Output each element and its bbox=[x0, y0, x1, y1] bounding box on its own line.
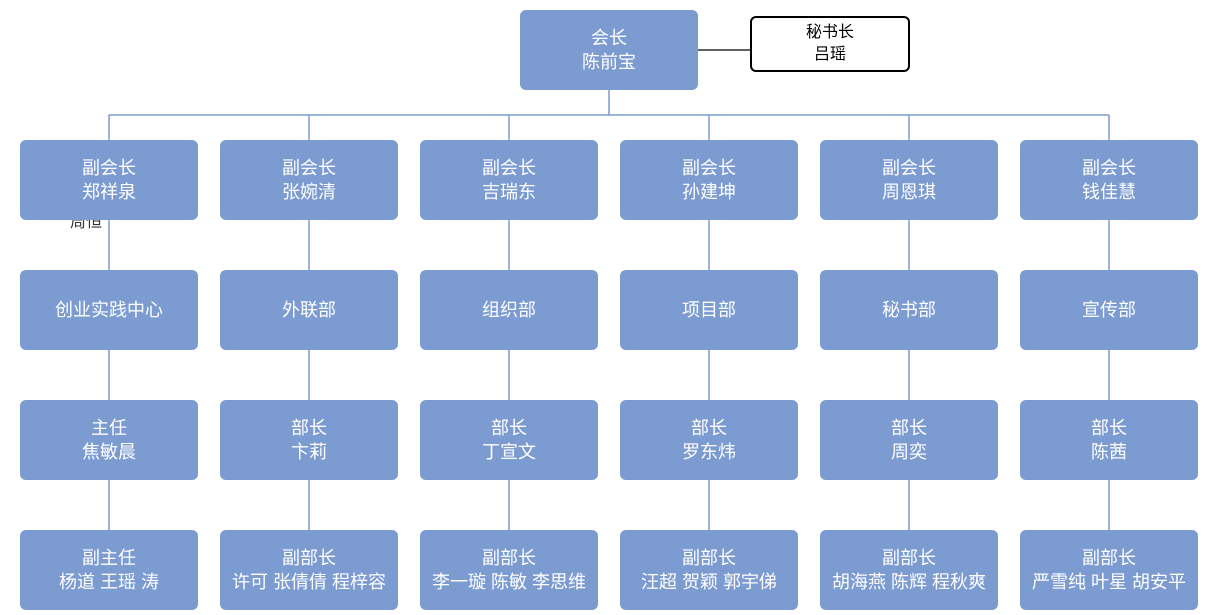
vp-title: 副会长 bbox=[82, 156, 136, 180]
deputy-node: 副部长胡海燕 陈辉 程秋爽 bbox=[820, 530, 998, 610]
head-node: 主任焦敏晨 bbox=[20, 400, 198, 480]
secretary-name: 吕瑶 bbox=[814, 44, 846, 66]
vp-title: 副会长 bbox=[482, 156, 536, 180]
head-node: 部长罗东炜 bbox=[620, 400, 798, 480]
secretary-title: 秘书长 bbox=[806, 22, 854, 44]
vp-name: 张婉清 bbox=[282, 180, 336, 204]
dept-node: 外联部 bbox=[220, 270, 398, 350]
head-name: 卞莉 bbox=[291, 440, 327, 464]
deputy-name: 汪超 贺颖 郭宇俤 bbox=[641, 570, 777, 594]
head-name: 周奕 bbox=[891, 440, 927, 464]
deputy-name: 严雪纯 叶星 胡安平 bbox=[1032, 570, 1186, 594]
vp-name: 周恩琪 bbox=[882, 180, 936, 204]
head-name: 焦敏晨 bbox=[82, 440, 136, 464]
root-title: 会长 bbox=[591, 26, 627, 50]
deputy-title: 副主任 bbox=[82, 546, 136, 570]
dept-node: 创业实践中心 bbox=[20, 270, 198, 350]
deputy-name: 杨道 王瑶 涛 bbox=[59, 570, 159, 594]
head-title: 部长 bbox=[891, 416, 927, 440]
deputy-node: 副部长汪超 贺颖 郭宇俤 bbox=[620, 530, 798, 610]
vp-node: 副会长张婉清 bbox=[220, 140, 398, 220]
head-node: 部长丁宣文 bbox=[420, 400, 598, 480]
head-title: 部长 bbox=[291, 416, 327, 440]
dept-node: 组织部 bbox=[420, 270, 598, 350]
deputy-title: 副部长 bbox=[282, 546, 336, 570]
dept-name: 秘书部 bbox=[882, 298, 936, 322]
root-name: 陈前宝 bbox=[582, 50, 636, 74]
deputy-title: 副部长 bbox=[882, 546, 936, 570]
dept-name: 组织部 bbox=[482, 298, 536, 322]
head-node: 部长周奕 bbox=[820, 400, 998, 480]
deputy-title: 副部长 bbox=[1082, 546, 1136, 570]
head-title: 主任 bbox=[91, 416, 127, 440]
head-title: 部长 bbox=[691, 416, 727, 440]
vp-node: 副会长孙建坤 bbox=[620, 140, 798, 220]
vp-name: 吉瑞东 bbox=[482, 180, 536, 204]
vp-node: 副会长钱佳慧 bbox=[1020, 140, 1198, 220]
head-node: 部长卞莉 bbox=[220, 400, 398, 480]
deputy-name: 许可 张倩倩 程梓容 bbox=[232, 570, 386, 594]
vp-node: 副会长郑祥泉 bbox=[20, 140, 198, 220]
deputy-name: 胡海燕 陈辉 程秋爽 bbox=[832, 570, 986, 594]
deputy-node: 副部长许可 张倩倩 程梓容 bbox=[220, 530, 398, 610]
root-node: 会长 陈前宝 bbox=[520, 10, 698, 90]
vp-name: 孙建坤 bbox=[682, 180, 736, 204]
deputy-title: 副部长 bbox=[682, 546, 736, 570]
dept-name: 创业实践中心 bbox=[55, 298, 163, 322]
head-name: 陈茜 bbox=[1091, 440, 1127, 464]
vp-title: 副会长 bbox=[882, 156, 936, 180]
dept-node: 宣传部 bbox=[1020, 270, 1198, 350]
vp-name: 钱佳慧 bbox=[1082, 180, 1136, 204]
head-node: 部长陈茜 bbox=[1020, 400, 1198, 480]
head-title: 部长 bbox=[1091, 416, 1127, 440]
deputy-node: 副主任杨道 王瑶 涛 bbox=[20, 530, 198, 610]
deputy-node: 副部长严雪纯 叶星 胡安平 bbox=[1020, 530, 1198, 610]
dept-name: 项目部 bbox=[682, 298, 736, 322]
vp-title: 副会长 bbox=[682, 156, 736, 180]
vp-node: 副会长吉瑞东 bbox=[420, 140, 598, 220]
deputy-title: 副部长 bbox=[482, 546, 536, 570]
vp-title: 副会长 bbox=[1082, 156, 1136, 180]
dept-node: 秘书部 bbox=[820, 270, 998, 350]
vp-name: 郑祥泉 bbox=[82, 180, 136, 204]
dept-name: 外联部 bbox=[282, 298, 336, 322]
vp-node: 副会长周恩琪 bbox=[820, 140, 998, 220]
secretary-node: 秘书长 吕瑶 bbox=[750, 16, 910, 72]
head-name: 丁宣文 bbox=[482, 440, 536, 464]
vp-title: 副会长 bbox=[282, 156, 336, 180]
dept-name: 宣传部 bbox=[1082, 298, 1136, 322]
deputy-name: 李一璇 陈敏 李思维 bbox=[432, 570, 586, 594]
deputy-node: 副部长李一璇 陈敏 李思维 bbox=[420, 530, 598, 610]
head-name: 罗东炜 bbox=[682, 440, 736, 464]
head-title: 部长 bbox=[491, 416, 527, 440]
dept-node: 项目部 bbox=[620, 270, 798, 350]
